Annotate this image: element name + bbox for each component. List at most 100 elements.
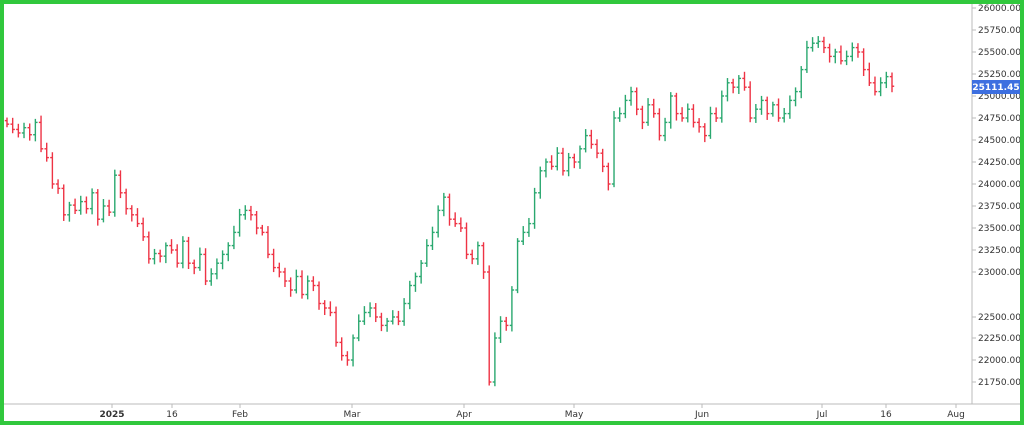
ohlc-bar-down: [254, 211, 259, 235]
ohlc-bar-up: [753, 104, 759, 123]
y-tick-label: 22000.00: [978, 356, 1020, 366]
ohlc-bar-down: [691, 104, 696, 128]
ohlc-bar-down: [271, 248, 276, 273]
ohlc-bar-down: [16, 123, 21, 138]
ohlc-bar-down: [311, 276, 316, 292]
ohlc-bar-down: [55, 179, 61, 194]
ohlc-bar-down: [827, 43, 832, 63]
ohlc-bar-down: [696, 118, 702, 133]
ohlc-bar-up: [424, 239, 430, 267]
y-tick-label: 25000.00: [978, 92, 1020, 102]
ohlc-bar-up: [793, 87, 798, 107]
x-tick-label: Mar: [344, 410, 361, 420]
ohlc-bar-down: [855, 43, 861, 58]
ohlc-bar-up: [418, 260, 424, 284]
ohlc-bar-down: [742, 71, 747, 91]
ohlc-bar-up: [401, 298, 407, 326]
y-tick-label: 23750.00: [978, 202, 1020, 212]
y-tick-label: 23000.00: [978, 268, 1020, 278]
ohlc-bar-down: [277, 262, 282, 278]
ohlc-bar-down: [549, 155, 554, 170]
ohlc-bar-down: [328, 301, 333, 317]
ohlc-bar-up: [498, 316, 503, 343]
ohlc-bar-up: [583, 129, 588, 153]
ohlc-bar-down: [186, 236, 191, 270]
ohlc-bar-down: [594, 139, 600, 159]
ohlc-bar-down: [867, 62, 872, 86]
ohlc-bar-down: [333, 306, 339, 347]
ohlc-bar-down: [174, 244, 180, 268]
ohlc-bar-down: [458, 217, 464, 232]
ohlc-bar-up: [526, 217, 532, 237]
ohlc-bar-down: [84, 196, 89, 214]
x-tick-label: Aug: [947, 410, 965, 420]
ohlc-bar-up: [430, 226, 435, 250]
ohlc-bar-up: [844, 50, 849, 66]
ohlc-bar-up: [628, 86, 634, 106]
ohlc-bar-down: [157, 249, 163, 263]
ohlc-bar-down: [776, 98, 781, 122]
ohlc-bar-down: [640, 105, 645, 130]
ohlc-bar-up: [356, 314, 361, 342]
ohlc-bar-up: [645, 98, 651, 126]
ohlc-bar-down: [265, 226, 271, 259]
ohlc-bar-up: [538, 166, 543, 199]
ohlc-bar-down: [203, 248, 208, 286]
ohlc-bar-down: [504, 316, 509, 331]
ohlc-bar-down: [282, 267, 288, 288]
ohlc-bar-up: [662, 117, 668, 142]
ohlc-bar-down: [651, 98, 656, 118]
ohlc-bar-down: [572, 153, 577, 169]
ohlc-bar-up: [878, 77, 883, 97]
ohlc-bar-down: [838, 45, 844, 65]
x-tick-label: 16: [880, 410, 892, 420]
ohlc-bar-down: [135, 208, 140, 228]
ohlc-bar-down: [27, 123, 32, 141]
ohlc-bar-down: [560, 147, 566, 176]
ohlc-bar-down: [464, 222, 469, 260]
ohlc-bar-down: [118, 170, 123, 199]
ohlc-bar-down: [606, 162, 611, 191]
ohlc-bar-up: [294, 269, 299, 294]
ohlc-bar-down: [50, 152, 55, 189]
ohlc-chart[interactable]: 26000.00 25750.00 25500.00 25250.00 25000.00…: [4, 4, 1020, 421]
ohlc-bar-down: [452, 212, 458, 227]
ohlc-bar-up: [407, 280, 412, 310]
y-tick-label: 23250.00: [978, 246, 1020, 256]
ohlc-bar-up: [21, 122, 27, 139]
ohlc-bar-up: [617, 107, 622, 122]
ohlc-bar-up: [515, 238, 520, 294]
ohlc-bar-down: [299, 270, 305, 299]
ohlc-bar-down: [634, 87, 639, 116]
y-tick-label: 25750.00: [978, 26, 1020, 36]
last-price-tag: 25111.45: [972, 80, 1020, 94]
ohlc-bar-down: [260, 224, 265, 236]
ohlc-bar-up: [435, 205, 441, 238]
y-axis-ticks: 26000.00 25750.00 25500.00 25250.00 25000.00…: [972, 4, 1020, 388]
ohlc-bar-down: [339, 337, 344, 361]
ohlc-bar-up: [759, 95, 764, 115]
ohlc-bar-up: [850, 42, 855, 62]
ohlc-bar-up: [231, 225, 237, 250]
y-tick-label: 26000.00: [978, 4, 1020, 14]
ohlc-bar-up: [623, 94, 628, 119]
ohlc-bar-up: [197, 247, 203, 271]
ohlc-bar-up: [367, 302, 373, 318]
ohlc-bar-up: [112, 169, 117, 217]
last-price-tag-bg: [972, 80, 1020, 94]
last-price-tag-value: 25111.45: [972, 83, 1019, 93]
ohlc-bar-down: [146, 231, 152, 264]
ohlc-bar-down: [872, 76, 878, 96]
ohlc-bar-down: [44, 142, 49, 162]
ohlc-bar-up: [305, 275, 310, 300]
ohlc-bar-up: [543, 158, 549, 178]
ohlc-bar-up: [804, 40, 810, 73]
y-tick-label: 24000.00: [978, 180, 1020, 190]
ohlc-bar-down: [192, 259, 197, 275]
ohlc-bar-up: [475, 241, 481, 265]
ohlc-bar-down: [487, 265, 492, 386]
ohlc-bar-up: [810, 37, 815, 52]
ohlc-bar-up: [180, 236, 186, 269]
ohlc-bars: [4, 36, 895, 387]
ohlc-bar-up: [67, 201, 72, 222]
